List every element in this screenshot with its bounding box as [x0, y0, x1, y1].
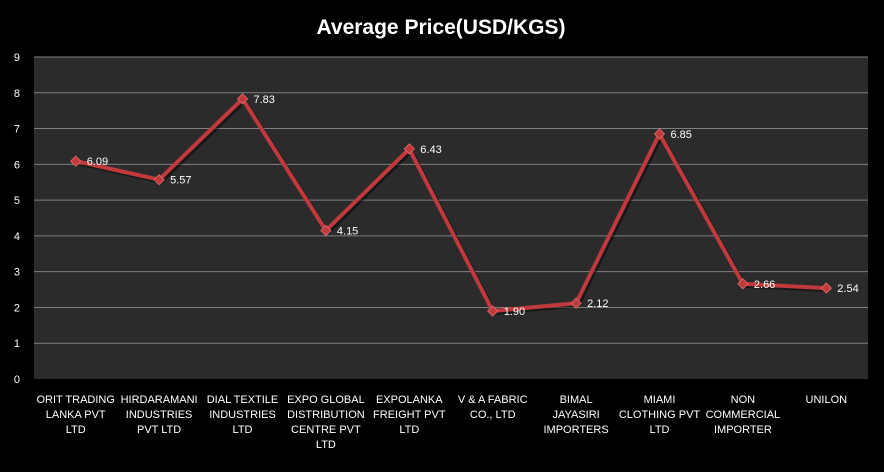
data-label: 7.83	[254, 94, 275, 106]
y-tick-label: 4	[14, 231, 20, 243]
data-point-marker	[737, 278, 749, 290]
data-point-marker	[236, 93, 249, 105]
y-tick-label: 6	[14, 159, 20, 171]
series-line	[73, 96, 829, 313]
x-tick-label: EXPOLANKA FREIGHT PVT LTD	[373, 394, 446, 436]
y-tick-label: 5	[14, 195, 20, 207]
y-axis: 0 1 2 3 4 5 6 7 8 9	[14, 52, 20, 386]
data-point-marker	[653, 128, 666, 140]
data-label: 1.90	[504, 306, 525, 318]
data-label: 6.43	[420, 144, 441, 156]
plot-area	[34, 57, 868, 379]
x-tick-label: HIRDARAMANI INDUSTRIES PVT LTD	[121, 394, 198, 436]
data-point-marker	[403, 143, 416, 155]
x-tick-label: DIAL TEXTILE INDUSTRIES LTD	[207, 394, 279, 436]
data-label: 6.09	[87, 156, 108, 168]
y-tick-label: 3	[14, 267, 20, 279]
data-point-marker	[69, 155, 82, 167]
data-label: 2.12	[587, 298, 608, 310]
x-tick-label: EXPO GLOBAL DISTRIBUTION CENTRE PVT LTD	[287, 394, 365, 451]
data-point-marker	[153, 173, 165, 186]
y-tick-label: 0	[14, 374, 20, 386]
series	[73, 96, 829, 315]
data-point-marker	[486, 305, 499, 317]
y-tick-label: 2	[14, 302, 20, 314]
y-tick-label: 9	[14, 52, 20, 64]
data-label: 5.57	[170, 175, 191, 187]
x-tick-label: UNILON	[806, 394, 848, 406]
data-labels: 6.09 5.57 7.83 4.15 6.43 1.90 2.12 6.85 2.66 2.54	[87, 94, 859, 318]
data-point-marker	[570, 297, 582, 309]
y-tick-label: 1	[14, 338, 20, 350]
x-tick-label: ORIT TRADING LANKA PVT LTD	[36, 394, 114, 436]
data-label: 2.54	[837, 283, 858, 295]
data-label: 6.85	[671, 129, 692, 141]
data-point-marker	[820, 282, 833, 294]
data-label: 4.15	[337, 226, 358, 238]
y-tick-label: 8	[14, 88, 20, 100]
x-tick-label: V & A FABRIC CO., LTD	[458, 394, 528, 421]
x-tick-label: NON COMMERCIAL IMPORTER	[706, 394, 781, 436]
x-tick-label: MIAMI CLOTHING PVT LTD	[619, 394, 701, 436]
x-tick-label: BIMAL JAYASIRI IMPORTERS	[543, 394, 608, 436]
data-label: 2.66	[754, 279, 775, 291]
markers	[69, 93, 833, 317]
chart-title: Average Price(USD/KGS)	[317, 16, 566, 39]
data-point-marker	[320, 224, 332, 237]
y-tick-label: 7	[14, 124, 20, 136]
